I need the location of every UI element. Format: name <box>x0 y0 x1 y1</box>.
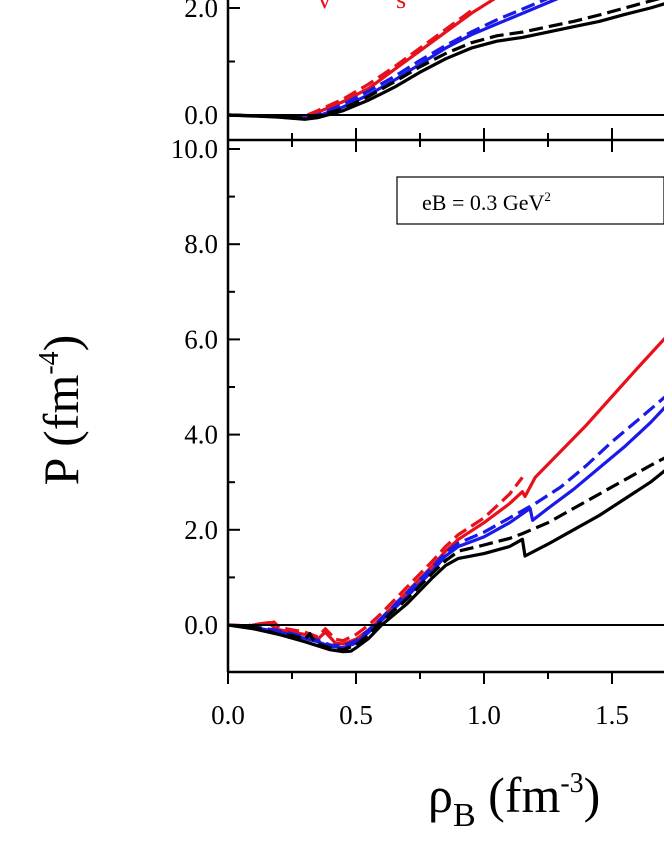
x-axis-label: ρB (fm-3) <box>428 767 600 834</box>
top-y-ticks: 0.0 2.0 <box>184 0 240 130</box>
top-series-line-0 <box>228 0 496 120</box>
bottom-y-tick-label: 4.0 <box>184 420 218 450</box>
bottom-x-tick-label: 1.0 <box>467 700 501 730</box>
top-series-line-2 <box>228 0 559 120</box>
bottom-series-line-2 <box>228 405 664 650</box>
bottom-x-tick-label: 0.0 <box>211 700 245 730</box>
bottom-panel: 0.0 2.0 4.0 6.0 8.0 10.0 0.0 0.5 1.0 1.5 eB = 0.… <box>33 134 664 834</box>
top-series-group <box>228 0 664 121</box>
bottom-x-ticks: 0.0 0.5 1.0 1.5 <box>211 672 629 730</box>
top-series-line-3 <box>228 0 549 120</box>
bottom-series-line-3 <box>228 395 664 648</box>
bottom-y-ticks: 0.0 2.0 4.0 6.0 8.0 10.0 <box>171 134 240 640</box>
bottom-series-line-1 <box>228 476 524 643</box>
bottom-y-tick-label: 6.0 <box>184 324 218 354</box>
top-y-tick-label: 2.0 <box>184 0 218 23</box>
bottom-y-tick-label: 10.0 <box>171 134 218 164</box>
top-y-tick-label: 0.0 <box>184 100 218 130</box>
annotation-text: eB = 0.3 GeV2 <box>422 189 551 215</box>
bottom-series-group <box>228 336 664 654</box>
bottom-y-tick-label: 8.0 <box>184 229 218 259</box>
top-x-ticks <box>227 128 613 140</box>
bottom-series-line-4 <box>228 469 664 654</box>
top-series-line-1 <box>228 9 473 119</box>
annotation-box: eB = 0.3 GeV2 <box>396 176 664 225</box>
top-panel: 0.0 2.0 v s <box>184 0 664 140</box>
top-partial-red-text: v s <box>318 0 406 14</box>
bottom-x-tick-label: 1.5 <box>595 700 629 730</box>
bottom-series-line-0 <box>228 336 664 646</box>
top-series-line-5 <box>228 0 661 120</box>
bottom-x-tick-label: 0.5 <box>339 700 373 730</box>
top-series-line-4 <box>228 2 664 121</box>
bottom-y-tick-label: 0.0 <box>184 610 218 640</box>
bottom-y-tick-label: 2.0 <box>184 515 218 545</box>
bottom-series-line-5 <box>247 456 664 652</box>
y-axis-label: P (fm-4) <box>33 335 89 486</box>
bottom-top-x-ticks <box>227 140 613 152</box>
